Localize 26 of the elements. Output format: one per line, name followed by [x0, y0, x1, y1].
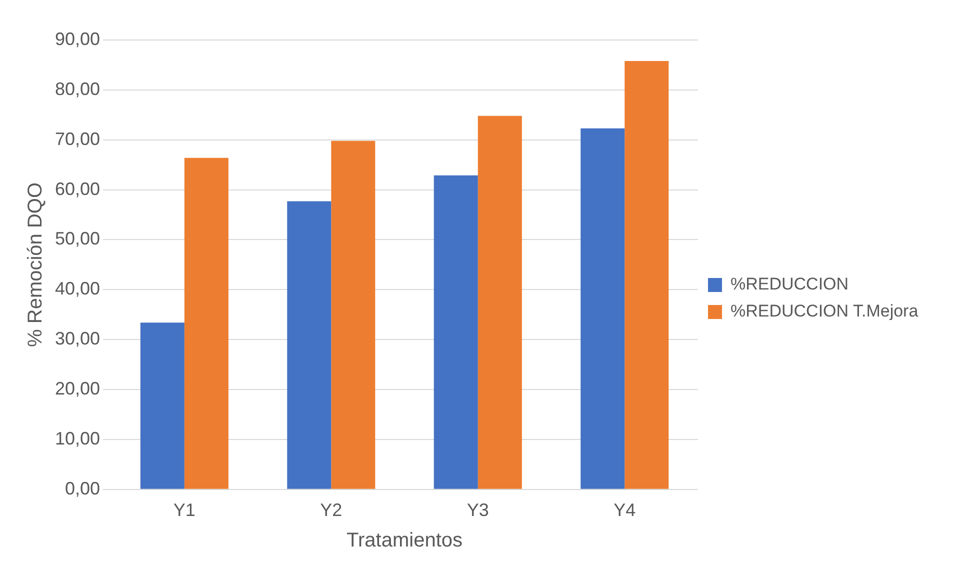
bar	[478, 116, 522, 489]
y-tick-label: 40,00	[54, 278, 100, 299]
y-tick-label: 80,00	[54, 78, 100, 99]
y-tick-label: 10,00	[54, 428, 100, 448]
y-tick-label: 30,00	[54, 328, 100, 349]
y-tick-label: 0,00	[64, 478, 100, 498]
legend-label: %REDUCCION T.Mejora	[730, 302, 919, 321]
bar	[580, 128, 625, 489]
bar	[184, 158, 228, 489]
bar	[624, 60, 669, 489]
bar	[331, 140, 376, 489]
bar	[287, 201, 332, 489]
bar	[140, 322, 184, 489]
y-tick-label: 90,00	[54, 28, 100, 49]
x-tick-label: Y3	[466, 500, 489, 520]
x-axis-title: Tratamientos	[346, 530, 463, 552]
x-tick-label: Y2	[320, 500, 342, 520]
bar	[434, 175, 478, 489]
y-tick-label: 20,00	[54, 378, 100, 398]
x-tick-label: Y4	[614, 500, 636, 520]
y-tick-label: 50,00	[54, 228, 100, 249]
x-tick-label: Y1	[173, 500, 196, 520]
y-axis-title: % Remoción DQO	[24, 182, 47, 347]
y-tick-label: 70,00	[54, 128, 100, 149]
legend-label: %REDUCCION	[730, 274, 849, 294]
y-tick-label: 60,00	[54, 178, 100, 199]
